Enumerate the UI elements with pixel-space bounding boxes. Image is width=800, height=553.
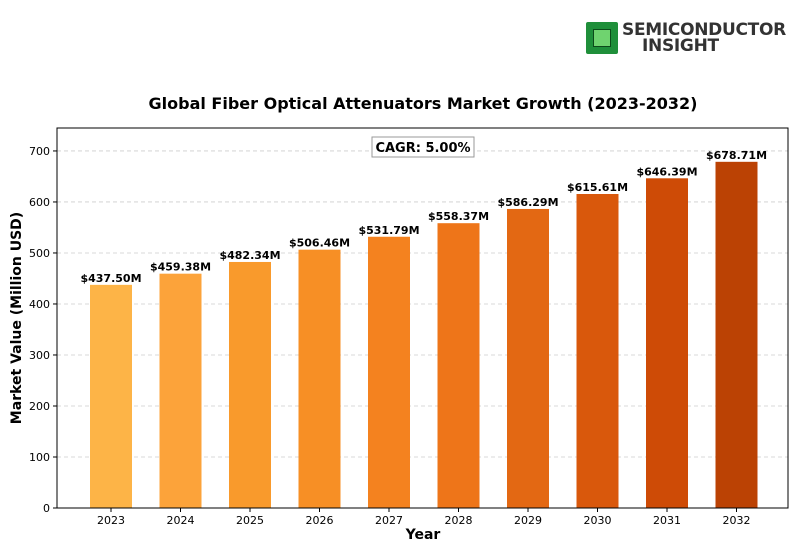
y-tick-label: 0 — [43, 502, 50, 515]
x-axis-label: Year — [405, 527, 441, 543]
cagr-label: CAGR: 5.00% — [375, 141, 470, 156]
bar-2023 — [90, 284, 132, 508]
y-axis-label: Market Value (Million USD) — [9, 212, 25, 424]
y-tick-label: 400 — [29, 298, 50, 311]
bar-2030 — [576, 193, 619, 508]
plot-frame — [56, 127, 789, 509]
brand-logo: SEMICONDUCTOR INSIGHT — [586, 22, 786, 56]
x-tick-label-2032: 2032 — [723, 514, 751, 527]
bar-2025 — [229, 261, 271, 508]
y-tick-label: 600 — [29, 196, 50, 209]
cagr-box — [371, 136, 475, 158]
x-tick-label-2023: 2023 — [97, 514, 125, 527]
x-axis-ticks: 2023 2024 2025 2026 2027 2028 2029 2030 2031 2032 — [97, 508, 751, 527]
y-tick-label: 500 — [29, 247, 50, 260]
data-label-2032: $678.71M — [706, 149, 767, 162]
data-label-2023: $437.50M — [80, 272, 141, 285]
bar-2028 — [437, 223, 480, 508]
y-tick-label: 300 — [29, 349, 50, 362]
data-labels: $437.50M $459.38M $482.34M $506.46M $531.79M… — [80, 149, 767, 285]
bar-2026 — [298, 249, 341, 509]
x-tick-label-2030: 2030 — [584, 514, 612, 527]
data-label-2028: $558.37M — [428, 210, 489, 223]
chip-icon — [586, 22, 618, 54]
bars — [90, 161, 758, 509]
x-tick-label-2031: 2031 — [653, 514, 681, 527]
x-tick-label-2026: 2026 — [306, 514, 334, 527]
data-label-2026: $506.46M — [289, 237, 350, 250]
x-tick-label-2024: 2024 — [167, 514, 195, 527]
brand-line-1: SEMICONDUCTOR — [622, 20, 786, 40]
y-axis-ticks: 0 100 200 300 400 500 600 700 — [29, 145, 57, 515]
y-tick-label: 100 — [29, 451, 50, 464]
data-label-2025: $482.34M — [219, 249, 280, 262]
bar-2024 — [159, 273, 202, 508]
y-tick-label: 200 — [29, 400, 50, 413]
x-tick-label-2027: 2027 — [375, 514, 403, 527]
data-label-2030: $615.61M — [567, 181, 628, 194]
x-tick-label-2029: 2029 — [514, 514, 542, 527]
bar-2027 — [368, 236, 410, 508]
data-label-2027: $531.79M — [358, 224, 419, 237]
x-tick-label-2028: 2028 — [445, 514, 473, 527]
data-label-2024: $459.38M — [150, 261, 211, 274]
cagr-annotation: CAGR: 5.00% — [371, 136, 475, 158]
brand-line-2: INSIGHT — [642, 36, 719, 56]
data-label-2031: $646.39M — [636, 165, 697, 178]
bar-2031 — [646, 178, 688, 508]
y-tick-label: 700 — [29, 145, 50, 158]
bar-2029 — [507, 208, 549, 508]
chart-title: Global Fiber Optical Attenuators Market … — [149, 94, 698, 113]
data-label-2029: $586.29M — [497, 196, 558, 209]
x-tick-label-2025: 2025 — [236, 514, 264, 527]
bar-2032 — [715, 161, 758, 508]
